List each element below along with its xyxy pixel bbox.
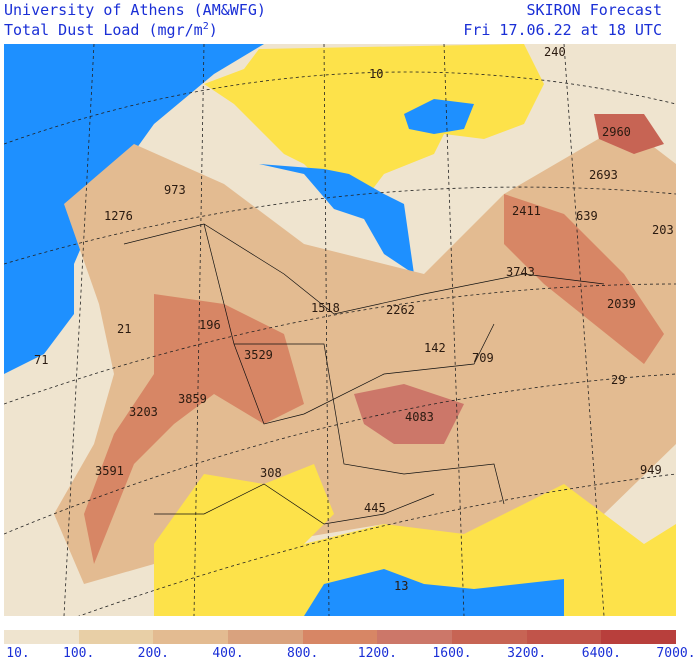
value-label-639: 639 [576,209,598,223]
legend-swatch [78,630,154,644]
legend-swatch [452,630,527,644]
value-label-29: 29 [611,373,625,387]
value-label-2039: 2039 [607,297,636,311]
legend-tick-label: 1200. [357,646,397,661]
product-title: Total Dust Load (mgr/m2) [4,21,218,39]
legend-tick-label: 800. [287,646,319,661]
value-label-2693: 2693 [589,168,618,182]
legend-tick-label: 7000. [656,646,696,661]
value-label-196: 196 [199,318,221,332]
legend-tick-label: 400. [212,646,244,661]
legend-tick-label: 100. [63,646,95,661]
value-label-71: 71 [34,353,48,367]
legend-tick-label: 1600. [432,646,472,661]
value-label-3743: 3743 [506,265,535,279]
legend-swatch [153,630,229,644]
high-dust-east [504,194,664,364]
legend-tick-label: 3200. [507,646,547,661]
legend-swatch [302,630,378,644]
value-label-1276: 1276 [104,209,133,223]
value-label-240: 240 [544,45,566,59]
sahel-low-dust [154,464,676,616]
value-label-709: 709 [472,351,494,365]
graticule [4,44,676,616]
legend-swatch [377,630,453,644]
valid-time: Fri 17.06.22 at 18 UTC [463,21,662,39]
value-label-4083: 4083 [405,410,434,424]
value-label-1518: 1518 [311,301,340,315]
legend-swatch [601,630,677,644]
value-label-3203: 3203 [129,405,158,419]
value-label-21: 21 [117,322,131,336]
value-label-203: 203 [652,223,674,237]
value-label-2960: 2960 [602,125,631,139]
value-label-949: 949 [640,463,662,477]
value-label-973: 973 [164,183,186,197]
organization-title: University of Athens (AM&WFG) [4,1,266,19]
high-dust-west [84,294,304,564]
value-label-142: 142 [424,341,446,355]
high-dust-northeast [594,114,664,154]
value-label-3859: 3859 [178,392,207,406]
value-labels: 240 10 2960 973 2693 1276 2411 639 203 3… [34,45,674,593]
legend-swatch [228,630,303,644]
value-label-13: 13 [394,579,408,593]
high-dust-center [354,384,464,444]
legend-tick-label: 200. [137,646,169,661]
country-borders [123,223,605,525]
dust-load-map: 240 10 2960 973 2693 1276 2411 639 203 3… [4,44,676,616]
value-label-10: 10 [369,67,383,81]
legend-tick-label: 10. [6,646,30,661]
value-label-308: 308 [260,466,282,480]
value-label-3529: 3529 [244,348,273,362]
value-label-2411: 2411 [512,204,541,218]
legend-tick-label: 6400. [581,646,621,661]
europe-land [204,44,544,214]
value-label-3591: 3591 [95,464,124,478]
forecast-name: SKIRON Forecast [526,1,662,19]
gulf-of-guinea [304,569,564,616]
legend-swatch [526,630,602,644]
legend-swatch [4,630,79,644]
color-legend [4,630,677,644]
black-sea [404,99,474,134]
value-label-2262: 2262 [386,303,415,317]
value-label-445: 445 [364,501,386,515]
mediterranean-sea [259,164,414,274]
